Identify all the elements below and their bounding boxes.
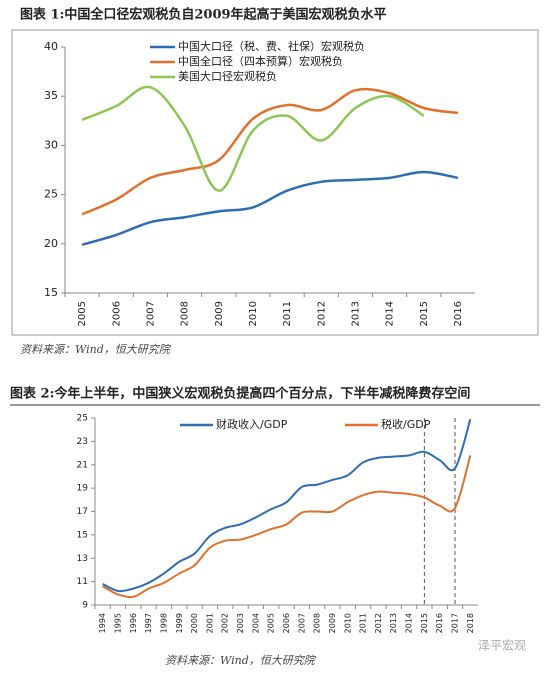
x-tick-label: 1997	[144, 613, 153, 633]
series-line	[102, 418, 472, 593]
caption: 图表 1:中国全口径宏观税负自2009年起高于美国宏观税负水平	[20, 7, 387, 23]
x-tick-label: 2006	[282, 613, 291, 633]
source: 资料来源：Wind，恒大研究院	[165, 654, 317, 667]
legend-label: 中国全口径（四本预算）宏观税负	[178, 54, 343, 68]
series-line	[81, 170, 459, 246]
x-tick-label: 2007	[297, 613, 306, 633]
caption: 图表 2:今年上半年，中国狭义宏观税负提高四个百分点，下半年减税降费存空间	[10, 386, 470, 402]
x-tick-label: 2014	[405, 613, 414, 633]
x-tick-label: 2003	[236, 613, 245, 633]
legend-label: 美国大口径宏观税负	[178, 69, 277, 83]
source: 资料来源：Wind，恒大研究院	[20, 343, 172, 356]
x-tick-label: 2010	[248, 301, 259, 326]
x-tick-label: 1996	[129, 613, 138, 633]
x-tick-label: 2011	[359, 613, 368, 633]
y-tick-label: 40	[44, 40, 58, 53]
series-line	[102, 455, 472, 599]
series-line	[81, 87, 459, 216]
y-tick-label: 21	[77, 460, 88, 470]
y-tick-label: 9	[82, 601, 88, 611]
x-tick-label: 2004	[251, 613, 260, 633]
x-tick-label: 2014	[385, 301, 396, 326]
x-tick-label: 2018	[466, 613, 475, 633]
x-tick-label: 2005	[267, 613, 276, 633]
y-tick-label: 20	[44, 237, 58, 250]
chart-frame	[11, 29, 539, 336]
x-tick-label: 2008	[313, 613, 322, 633]
watermark: 泽平宏观	[478, 638, 526, 653]
y-tick-label: 35	[44, 89, 58, 102]
x-tick-label: 2011	[282, 301, 293, 326]
y-tick-label: 25	[44, 188, 58, 201]
x-tick-label: 1995	[113, 613, 122, 633]
y-tick-label: 11	[77, 577, 88, 587]
x-tick-label: 2000	[190, 613, 199, 633]
x-tick-label: 1998	[159, 613, 168, 633]
y-tick-label: 19	[77, 484, 89, 494]
x-tick-label: 1999	[175, 613, 184, 633]
x-tick-label: 2017	[451, 613, 460, 633]
x-tick-label: 2002	[221, 613, 230, 633]
y-tick-label: 30	[44, 138, 58, 151]
x-tick-label: 2015	[419, 301, 430, 326]
x-tick-label: 1994	[98, 613, 107, 633]
x-tick-label: 2012	[316, 301, 327, 326]
legend-label: 中国大口径（税、费、社保）宏观税负	[178, 39, 365, 53]
series-line	[81, 85, 425, 192]
x-tick-label: 2001	[205, 613, 214, 633]
x-tick-label: 2008	[180, 301, 191, 326]
y-tick-label: 23	[77, 437, 88, 447]
x-tick-label: 2013	[350, 301, 361, 326]
x-tick-label: 2015	[420, 613, 429, 633]
x-tick-label: 2012	[374, 613, 383, 633]
x-tick-label: 2007	[145, 301, 156, 326]
y-tick-label: 15	[77, 530, 88, 540]
y-tick-label: 15	[44, 286, 58, 299]
x-tick-label: 2006	[111, 301, 122, 326]
x-tick-label: 2016	[453, 301, 464, 326]
x-tick-label: 2013	[389, 613, 398, 633]
x-tick-label: 2005	[77, 301, 88, 326]
legend-label: 财政收入/GDP	[216, 417, 288, 431]
x-tick-label: 2009	[328, 613, 337, 633]
x-tick-label: 2010	[343, 613, 352, 633]
y-tick-label: 17	[77, 507, 88, 517]
y-tick-label: 13	[77, 554, 88, 564]
x-tick-label: 2009	[214, 301, 225, 326]
x-tick-label: 2016	[435, 613, 444, 633]
y-tick-label: 25	[77, 414, 88, 424]
legend-label: 税收/GDP	[381, 417, 431, 431]
